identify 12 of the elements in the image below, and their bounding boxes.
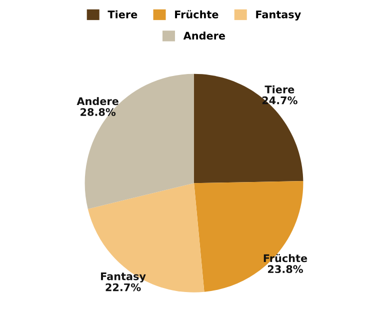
data-label: 22.7%: [106, 283, 141, 292]
legend-label: Tiere: [108, 10, 138, 18]
slice-label: Andere: [76, 97, 118, 106]
data-label: 28.8%: [80, 108, 116, 116]
slice-label: Fantasy: [101, 272, 146, 282]
data-label: 23.8%: [268, 265, 303, 274]
legend-label: Früchte: [175, 10, 218, 18]
pie-slice: [88, 183, 204, 292]
legend-label: Fantasy: [256, 10, 301, 20]
legend-label: Andere: [183, 32, 226, 40]
pie-slice: [194, 74, 304, 184]
slice-label: Tiere: [264, 85, 294, 94]
